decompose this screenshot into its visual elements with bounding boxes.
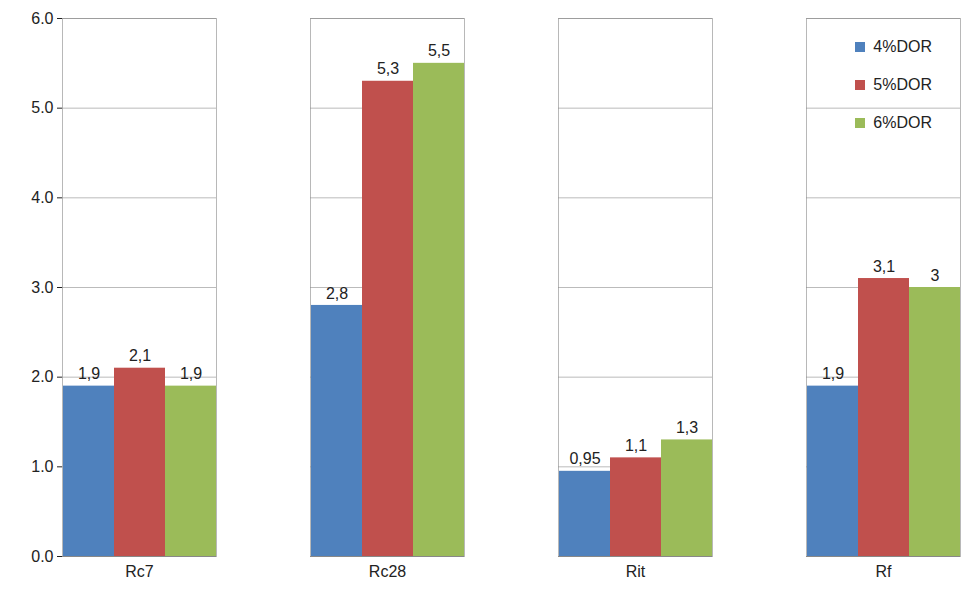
html-text:4%DOR: 4%DOR: [873, 38, 932, 55]
svg-text:Rf: Rf: [876, 563, 893, 580]
svg-text:3.0: 3.0: [31, 279, 53, 296]
svg-text:2,1: 2,1: [129, 347, 151, 364]
html-text:6%DOR: 6%DOR: [873, 114, 932, 131]
svg-text:2.0: 2.0: [31, 368, 53, 385]
svg-text:1,9: 1,9: [180, 365, 202, 382]
svg-text:1,3: 1,3: [676, 419, 698, 436]
svg-text:5,5: 5,5: [428, 42, 450, 59]
html-text:5%DOR: 5%DOR: [873, 76, 932, 93]
svg-text:5,3: 5,3: [377, 60, 399, 77]
svg-text:4.0: 4.0: [31, 189, 53, 206]
svg-text:3,1: 3,1: [873, 258, 895, 275]
svg-text:Rit: Rit: [626, 563, 646, 580]
svg-text:1,9: 1,9: [78, 365, 100, 382]
svg-text:1,1: 1,1: [625, 437, 647, 454]
svg-text:2,8: 2,8: [326, 285, 348, 302]
svg-text:Rc7: Rc7: [125, 563, 154, 580]
svg-text:3: 3: [931, 267, 940, 284]
svg-text:1,9: 1,9: [822, 365, 844, 382]
svg-text:Rc28: Rc28: [369, 563, 406, 580]
svg-text:0,95: 0,95: [569, 450, 600, 467]
svg-text:0.0: 0.0: [31, 548, 53, 565]
svg-text:1.0: 1.0: [31, 458, 53, 475]
svg-text:5.0: 5.0: [31, 99, 53, 116]
svg-text:6.0: 6.0: [31, 10, 53, 27]
